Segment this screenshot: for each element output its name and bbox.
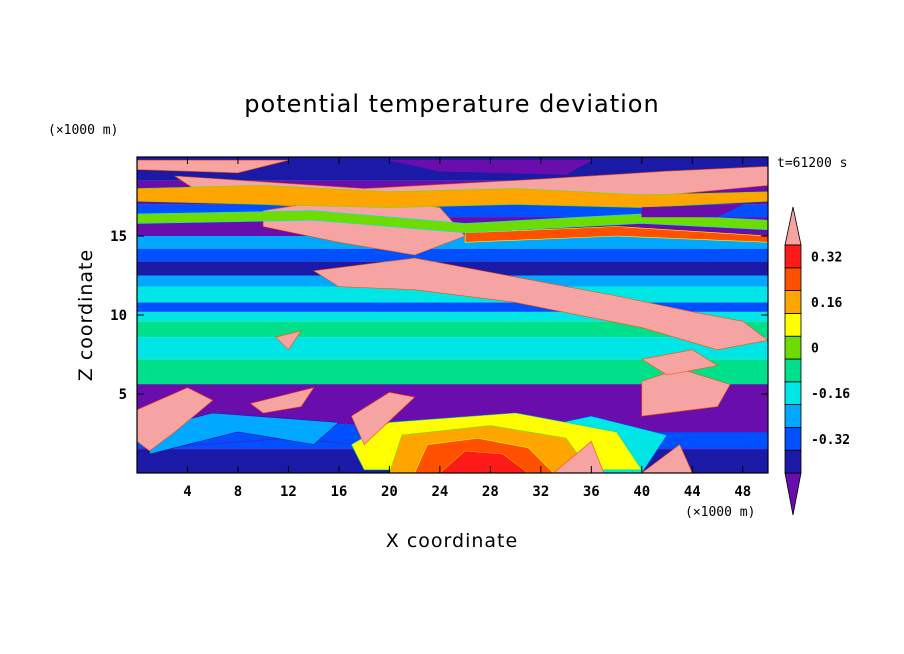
contour-patch <box>275 330 302 351</box>
contour-patch <box>137 210 768 234</box>
x-tick-label: 32 <box>532 484 549 500</box>
x-tick-label: 12 <box>280 484 297 500</box>
colorbar-label: 0.32 <box>811 250 842 265</box>
x-tick-label: 24 <box>431 484 448 500</box>
y-tick-label: 10 <box>110 308 127 324</box>
colorbar-extend-low <box>784 472 802 516</box>
colorbar-label: 0 <box>811 342 819 357</box>
x-axis: 4 8 12 16 20 24 28 32 36 40 44 48 <box>183 157 751 500</box>
y-tick-label: 5 <box>119 387 127 403</box>
contour-patch <box>137 387 213 452</box>
colorbar-bin <box>784 449 802 474</box>
colorbar-label: -0.16 <box>811 387 850 402</box>
contour-band <box>137 302 768 312</box>
x-tick-label: 16 <box>330 484 347 500</box>
y-axis: 5 10 15 <box>110 229 768 403</box>
chart-title: potential temperature deviation <box>244 90 659 118</box>
contour-band <box>137 337 768 360</box>
x-tick-label: 20 <box>381 484 398 500</box>
x-tick-label: 44 <box>684 484 701 500</box>
x-tick-label: 36 <box>583 484 600 500</box>
colorbar-bin <box>784 358 802 383</box>
contour-patch <box>439 450 529 473</box>
contour-patch <box>137 185 768 208</box>
contour-patch <box>641 444 693 473</box>
colorbar-label: -0.32 <box>811 433 850 448</box>
x-tick-label: 40 <box>633 484 650 500</box>
contour-patch <box>250 387 314 414</box>
contour-band <box>137 311 768 322</box>
contour-patch <box>641 349 718 376</box>
y-unit-label: (×1000 m) <box>48 123 118 138</box>
colorbar: 0.32 0.16 0 -0.16 -0.32 <box>784 206 850 516</box>
colorbar-bin <box>784 290 802 314</box>
colorbar-bin <box>784 426 802 451</box>
x-tick-label: 48 <box>734 484 751 500</box>
time-label: t=61200 s <box>777 156 847 171</box>
colorbar-bin <box>784 244 802 269</box>
colorbar-bin <box>784 404 802 428</box>
x-tick-label: 28 <box>482 484 499 500</box>
x-axis-label: X coordinate <box>386 530 518 552</box>
colorbar-extend-high <box>784 206 802 246</box>
y-tick-label: 15 <box>110 229 127 245</box>
x-tick-label: 8 <box>234 484 242 500</box>
colorbar-bin <box>784 335 802 360</box>
colorbar-bin <box>784 381 802 405</box>
contour-patch <box>641 368 731 417</box>
colorbar-bin <box>784 312 802 337</box>
contour-patch <box>553 441 605 473</box>
contour-patch <box>313 257 768 351</box>
contour-patch <box>351 392 415 445</box>
contour-band <box>137 248 768 262</box>
colorbar-label: 0.16 <box>811 296 842 311</box>
x-tick-label: 4 <box>183 484 191 500</box>
colorbar-bin <box>784 267 802 291</box>
contour-field <box>137 157 768 473</box>
x-unit-label: (×1000 m) <box>685 505 755 520</box>
y-axis-label: Z coordinate <box>75 249 97 381</box>
contour-patch <box>641 204 744 218</box>
contour-band <box>137 236 768 249</box>
contour-patch <box>464 226 768 243</box>
